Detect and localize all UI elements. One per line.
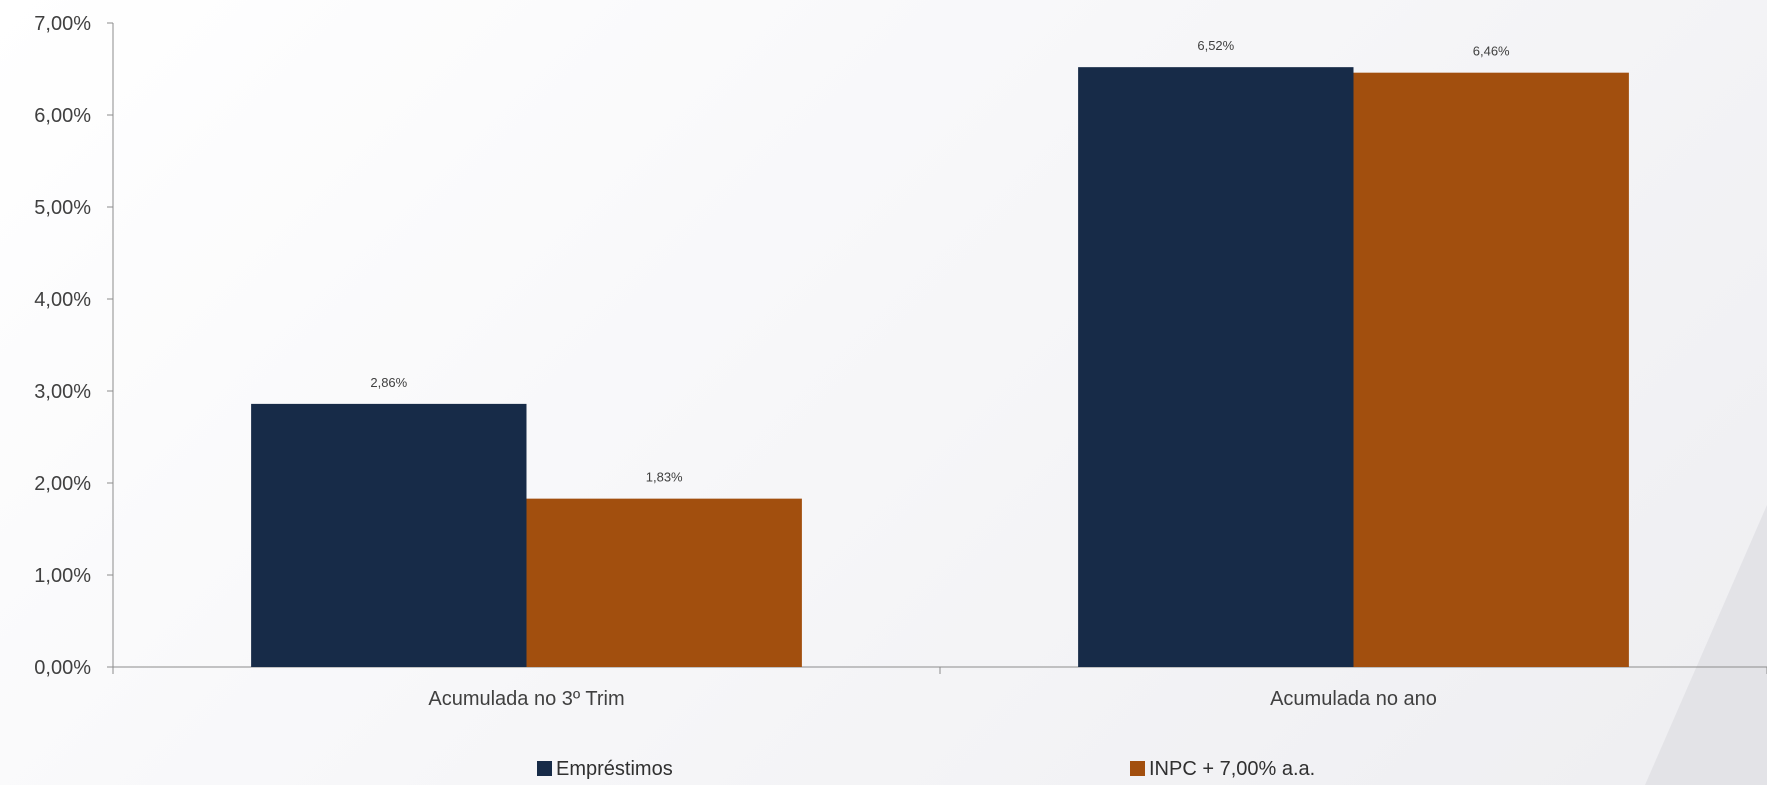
x-category-label: Acumulada no ano: [1270, 688, 1437, 710]
bar: [251, 404, 526, 667]
x-category-label: Acumulada no 3º Trim: [428, 688, 624, 710]
y-axis: 0,00% 1,00% 2,00% 3,00% 4,00% 5,00% 6,00% 7,00%: [34, 13, 113, 679]
legend-swatch-inpc: [1130, 761, 1145, 776]
bar-value-label: 6,46%: [1473, 44, 1510, 59]
y-tick-label: 1,00%: [34, 565, 91, 587]
x-axis: Acumulada no 3º Trim Acumulada no ano: [113, 667, 1767, 710]
bar: [527, 499, 802, 667]
bar-series: [251, 67, 1629, 667]
legend-label-inpc: INPC + 7,00% a.a.: [1149, 758, 1315, 780]
legend: Empréstimos INPC + 7,00% a.a.: [537, 758, 1315, 780]
legend-swatch-emprestimos: [537, 761, 552, 776]
y-tick-label: 3,00%: [34, 381, 91, 403]
y-tick-label: 0,00%: [34, 657, 91, 679]
bar-value-label: 1,83%: [646, 470, 683, 485]
y-tick-label: 2,00%: [34, 473, 91, 495]
bar-value-label: 2,86%: [370, 375, 407, 390]
legend-label-emprestimos: Empréstimos: [556, 758, 673, 780]
y-tick-label: 7,00%: [34, 13, 91, 35]
bar: [1078, 67, 1353, 667]
y-tick-label: 5,00%: [34, 197, 91, 219]
bar: [1354, 73, 1629, 667]
background-shape: [1645, 505, 1767, 785]
y-tick-label: 4,00%: [34, 289, 91, 311]
y-tick-label: 6,00%: [34, 105, 91, 127]
bar-value-label: 6,52%: [1197, 38, 1234, 53]
